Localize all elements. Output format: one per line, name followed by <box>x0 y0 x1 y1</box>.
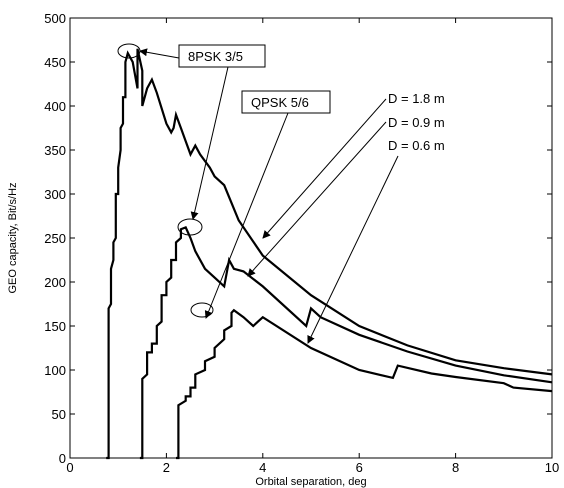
annotation-dishes: D = 1.8 m D = 0.9 m D = 0.6 m <box>247 91 445 344</box>
annotation-label-d18: D = 1.8 m <box>388 91 445 106</box>
y-tick-label: 450 <box>44 55 66 70</box>
x-tick-label: 0 <box>66 460 73 475</box>
x-tick-label: 8 <box>452 460 459 475</box>
peak-markers <box>117 43 214 318</box>
annotation-8psk: 8PSK 3/5 <box>139 44 266 220</box>
annotation-box-qpsk <box>241 90 331 114</box>
series-line-2 <box>139 226 553 460</box>
annotation-label-8psk: 8PSK 3/5 <box>188 49 243 64</box>
annotation-label-d06: D = 0.6 m <box>388 138 445 153</box>
x-tick-label: 6 <box>356 460 363 475</box>
y-tick-label: 500 <box>44 11 66 26</box>
y-tick-label: 200 <box>44 275 66 290</box>
arrow-8psk-left <box>139 48 180 59</box>
x-tick-label: 4 <box>259 460 266 475</box>
arrow-d18 <box>262 98 387 239</box>
y-tick-label: 350 <box>44 143 66 158</box>
y-tick-label: 50 <box>52 407 66 422</box>
arrow-qpsk <box>204 112 289 319</box>
series-line-1 <box>106 48 553 460</box>
y-tick-label: 250 <box>44 231 66 246</box>
annotation-qpsk: QPSK 5/6 <box>204 90 331 319</box>
peak-ellipse-third <box>190 302 214 318</box>
y-tick-label: 300 <box>44 187 66 202</box>
x-axis-title: Orbital separation, deg <box>255 476 366 488</box>
series-lines <box>106 48 553 460</box>
arrow-d06 <box>307 155 399 344</box>
arrow-8psk-down <box>190 66 229 220</box>
annotation-label-qpsk: QPSK 5/6 <box>251 95 309 110</box>
annotation-box-8psk <box>178 44 266 68</box>
y-tick-label: 150 <box>44 319 66 334</box>
peak-ellipse-qpsk <box>177 218 203 236</box>
y-tick-label: 0 <box>59 451 66 466</box>
y-tick-label: 400 <box>44 99 66 114</box>
annotation-label-d09: D = 0.9 m <box>388 115 445 130</box>
arrow-d09 <box>247 121 387 277</box>
y-axis-title: GEO capacity, Bit/s/Hz <box>7 182 19 293</box>
series-line-3 <box>176 308 553 460</box>
x-tick-label: 10 <box>545 460 559 475</box>
x-tick-label: 2 <box>163 460 170 475</box>
y-tick-label: 100 <box>44 363 66 378</box>
